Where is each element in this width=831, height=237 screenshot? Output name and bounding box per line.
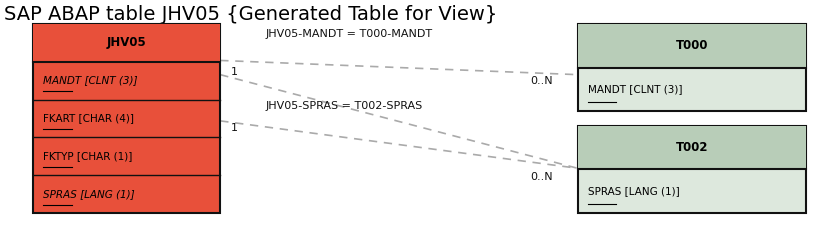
Text: SPRAS [LANG (1)]: SPRAS [LANG (1)] xyxy=(588,186,679,196)
Text: JHV05: JHV05 xyxy=(107,36,146,49)
FancyBboxPatch shape xyxy=(33,24,220,213)
Text: T000: T000 xyxy=(676,39,708,52)
Text: FKART [CHAR (4)]: FKART [CHAR (4)] xyxy=(43,114,135,123)
Text: MANDT [CLNT (3)]: MANDT [CLNT (3)] xyxy=(588,84,682,95)
Text: SAP ABAP table JHV05 {Generated Table for View}: SAP ABAP table JHV05 {Generated Table fo… xyxy=(4,5,498,24)
Text: 0..N: 0..N xyxy=(530,76,553,86)
Text: FKTYP [CHAR (1)]: FKTYP [CHAR (1)] xyxy=(43,151,133,161)
FancyBboxPatch shape xyxy=(33,24,220,62)
FancyBboxPatch shape xyxy=(578,24,806,68)
Text: 1: 1 xyxy=(231,123,238,133)
Text: MANDT [CLNT (3)]: MANDT [CLNT (3)] xyxy=(43,76,138,86)
Text: JHV05-SPRAS = T002-SPRAS: JHV05-SPRAS = T002-SPRAS xyxy=(266,101,423,111)
Text: T002: T002 xyxy=(676,141,708,154)
Text: SPRAS [LANG (1)]: SPRAS [LANG (1)] xyxy=(43,189,135,199)
FancyBboxPatch shape xyxy=(578,24,806,111)
Text: JHV05-MANDT = T000-MANDT: JHV05-MANDT = T000-MANDT xyxy=(266,29,433,39)
FancyBboxPatch shape xyxy=(578,126,806,213)
FancyBboxPatch shape xyxy=(578,126,806,169)
Text: 0..N: 0..N xyxy=(530,172,553,182)
Text: 1: 1 xyxy=(231,67,238,77)
